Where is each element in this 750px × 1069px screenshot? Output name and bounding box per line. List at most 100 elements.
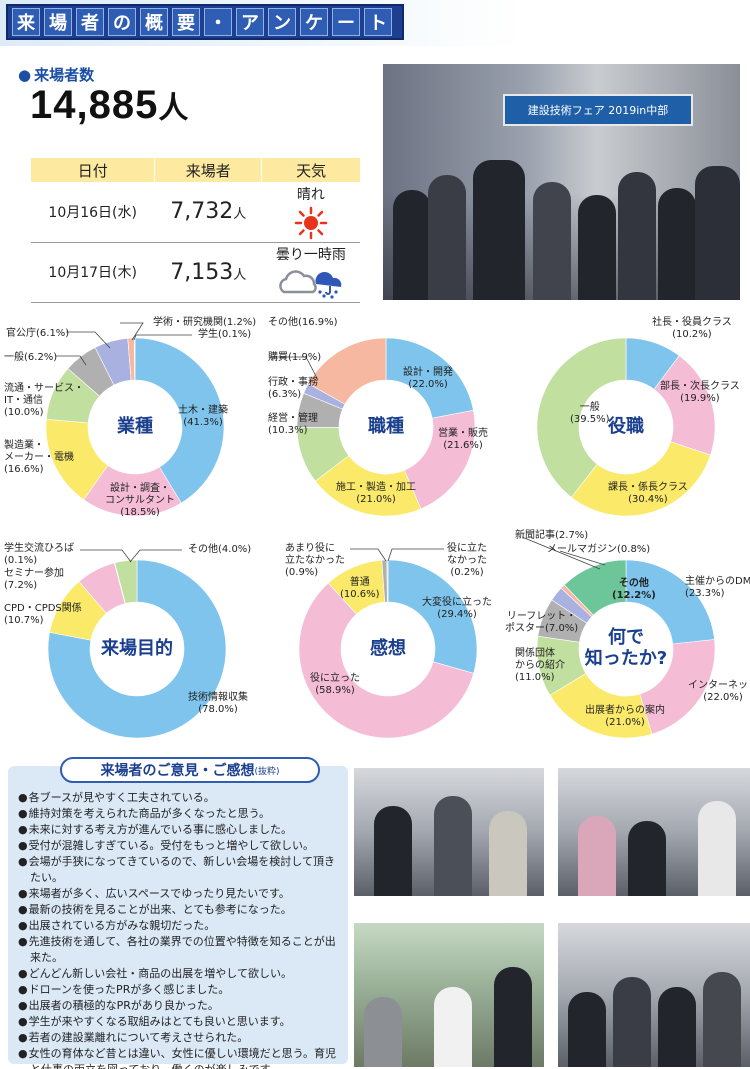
list-item: 維持対策を考えられた商品が多くなったと思う。 <box>18 806 343 822</box>
leader-lines-source <box>521 536 606 570</box>
list-item: 受付が混雑しすぎている。受付をもっと増やして欲しい。 <box>18 838 343 854</box>
title-char: の <box>108 8 136 36</box>
chart-impression: 感想 <box>298 559 478 739</box>
row-date: 10月17日(木) <box>30 242 155 303</box>
chart-industry: 業種 <box>45 337 225 517</box>
leader-lines-purpose <box>80 549 182 563</box>
person-figure <box>698 801 736 896</box>
donut-purpose <box>47 559 227 739</box>
label-seminar: セミナー参加 (7.2%) <box>4 568 64 591</box>
label-very-useful: 大変役に立った (29.4%) <box>422 597 492 620</box>
list-item: 各ブースが見やすく工夫されている。 <box>18 790 343 806</box>
chart-title: 業種 <box>89 381 181 473</box>
person-figure <box>628 821 666 896</box>
label-executive: 社長・役員クラス (10.2%) <box>652 317 732 340</box>
label-staff: 一般 (39.5%) <box>570 402 610 425</box>
visitor-total-number: 14,885 <box>30 83 159 127</box>
weather-text: 晴れ <box>296 186 325 203</box>
list-item: 先進技術を通して、各社の業界での位置や特徴を知ることが出来た。 <box>18 934 343 966</box>
label-other: その他 (12.2%) <box>612 578 656 601</box>
label-internet: インターネット (22.0%) <box>688 680 750 703</box>
list-item: 女性の育体など昔とは違い、女性に優しい環境だと思う。育児と仕事の両立を図っており… <box>18 1046 343 1069</box>
label-exhibitor: 出展者からの案内 (21.0%) <box>585 705 665 728</box>
row-count-unit: 人 <box>233 207 247 223</box>
title-char: ト <box>364 8 392 36</box>
label-other: その他(16.9%) <box>268 317 338 328</box>
donut-occupation <box>296 337 476 517</box>
title-char: 者 <box>76 8 104 36</box>
person-figure <box>434 987 472 1067</box>
label-sales: 営業・販売 (21.6%) <box>438 428 488 451</box>
opinions-title: 来場者のご意見・ご感想 (抜粋) <box>60 757 320 783</box>
visitor-total-unit: 人 <box>158 92 190 125</box>
chart-position: 役職 <box>536 337 716 517</box>
col-date: 日付 <box>29 158 155 182</box>
label-civil: 土木・建築 (41.3%) <box>178 405 228 428</box>
chart-title: 感想 <box>342 603 434 695</box>
title-char: 来 <box>12 8 40 36</box>
visitor-count-label: 来場者数 <box>18 64 94 85</box>
table-row: 10月16日(水) 7,732人 晴れ <box>30 182 360 243</box>
event-sign: 建設技術フェア 2019in中部 <box>503 94 693 126</box>
person-figure <box>489 811 527 896</box>
chart-title: 何で 知ったか? <box>580 603 672 695</box>
label-purchasing: 購買(1.9%) <box>268 352 322 363</box>
title-char: ・ <box>204 8 232 36</box>
label-design: 設計・開発 (22.0%) <box>403 367 453 390</box>
person-figure <box>364 997 402 1067</box>
person-figure <box>434 796 472 896</box>
pie-slice-3 <box>571 441 711 517</box>
row-weather: 曇り一時雨 <box>261 242 360 303</box>
opinions-title-note: (抜粋) <box>254 766 280 777</box>
label-useful: 役に立った (58.9%) <box>310 673 360 696</box>
col-visitors: 来場者 <box>154 158 262 182</box>
list-item: どんどん新しい会社・商品の出展を増やして欲しい。 <box>18 966 343 982</box>
list-item: ドローンを使ったPRが多く感じました。 <box>18 982 343 998</box>
opinions-title-text: 来場者のご意見・ご感想 <box>100 763 255 779</box>
person-figure <box>578 816 616 896</box>
row-date: 10月16日(水) <box>30 182 155 243</box>
row-count-value: 7,732 <box>170 199 234 225</box>
label-manager: 課長・係長クラス (30.4%) <box>608 482 688 505</box>
row-count-unit: 人 <box>233 267 247 283</box>
person-figure <box>568 992 606 1067</box>
leader-lines-occupation <box>270 356 319 381</box>
chart-title: 職種 <box>340 381 432 473</box>
cloud-rain-icon <box>279 270 342 299</box>
person-figure <box>494 967 532 1067</box>
label-cpd: CPD・CPDS関係 (10.7%) <box>4 603 82 626</box>
list-item: 出展者の積極的なPRがあり良かった。 <box>18 998 343 1014</box>
list-item: 学生が来やすくなる取組みはとても良いと思います。 <box>18 1014 343 1030</box>
row-count: 7,153人 <box>154 242 262 303</box>
chart-purpose: 来場目的 <box>47 559 227 739</box>
title-char: ア <box>236 8 264 36</box>
row-count: 7,732人 <box>154 182 262 243</box>
crowd-figure <box>473 160 525 300</box>
crowd-figure <box>578 195 616 300</box>
booth-photo-4 <box>558 923 750 1067</box>
chart-title: 役職 <box>580 381 672 473</box>
crowd-figure <box>428 175 466 300</box>
label-consultant: 設計・調査・ コンサルタント (18.5%) <box>105 483 175 518</box>
label-association: 関係団体 からの紹介 (11.0%) <box>515 648 565 683</box>
list-item: 未来に対する考え方が進んでいる事に感心しました。 <box>18 822 343 838</box>
title-char: 要 <box>172 8 200 36</box>
pie-slice-1 <box>387 559 478 674</box>
pie-slice-2 <box>298 582 474 739</box>
booth-photo-3 <box>354 923 544 1067</box>
label-manufacturing: 製造業・ メーカー・電機 (16.6%) <box>4 440 74 475</box>
venue-crowd-photo: 建設技術フェア 2019in中部 <box>383 64 740 300</box>
label-mail-magazine: メールマガジン(0.8%) <box>547 544 651 555</box>
pie-slice-1 <box>134 337 225 504</box>
donut-impression <box>298 559 478 739</box>
label-dm: 主催からのDM (23.3%) <box>685 576 750 599</box>
label-construction: 施工・製造・加工 (21.0%) <box>336 482 416 505</box>
label-student-area: 学生交流ひろば (0.1%) <box>4 543 74 566</box>
donut-source <box>536 559 716 739</box>
opinions-list: 各ブースが見やすく工夫されている。維持対策を考えられた商品が多くなったと思う。未… <box>18 790 343 1069</box>
crowd-figure <box>658 188 696 300</box>
person-figure <box>374 806 412 896</box>
booth-photo-2 <box>558 768 750 896</box>
pie-slice-4 <box>536 337 627 498</box>
label-not-useful: 役に立た なかった (0.2%) <box>447 543 487 578</box>
